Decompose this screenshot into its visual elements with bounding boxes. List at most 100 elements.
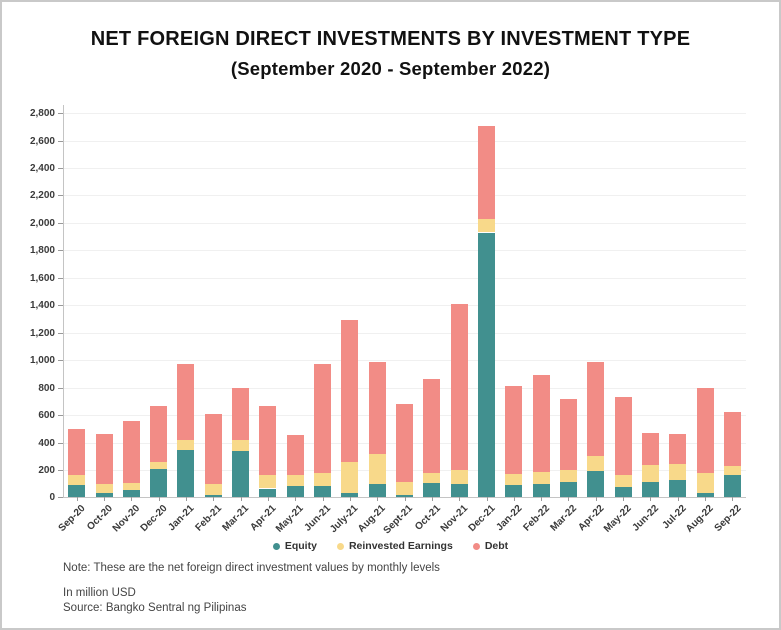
bar-segment-reinvested-earnings[interactable] — [423, 473, 441, 483]
bar-segment-equity[interactable] — [532, 483, 550, 498]
bar-segment-debt[interactable] — [423, 379, 441, 474]
bar-segment-reinvested-earnings[interactable] — [150, 461, 168, 469]
bar-segment-equity[interactable] — [614, 487, 632, 498]
legend-item-equity[interactable]: Equity — [272, 540, 317, 552]
bar-segment-reinvested-earnings[interactable] — [641, 465, 659, 483]
legend-item-debt[interactable]: Debt — [472, 540, 508, 552]
bar-segment-reinvested-earnings[interactable] — [505, 474, 523, 486]
bar-segment-debt[interactable] — [204, 414, 222, 485]
legend-label: Reinvested Earnings — [348, 540, 453, 552]
bar-segment-reinvested-earnings[interactable] — [478, 218, 495, 233]
bar-segment-reinvested-earnings[interactable] — [204, 484, 222, 496]
gridline — [63, 222, 746, 224]
bar-segment-reinvested-earnings[interactable] — [368, 454, 386, 485]
bar-segment-reinvested-earnings[interactable] — [396, 482, 413, 496]
bar-segment-equity[interactable] — [341, 493, 359, 498]
bar-segment-debt[interactable] — [396, 404, 413, 483]
x-axis-label: Feb-22 — [521, 503, 552, 534]
bar-segment-reinvested-earnings[interactable] — [669, 463, 687, 480]
x-axis-label: May-21 — [274, 503, 306, 536]
bar-segment-equity[interactable] — [696, 493, 714, 498]
gridline — [63, 140, 746, 142]
bar-segment-reinvested-earnings[interactable] — [723, 465, 741, 475]
bar-segment-reinvested-earnings[interactable] — [614, 474, 632, 488]
bar-segment-equity[interactable] — [423, 483, 441, 498]
bar-segment-reinvested-earnings[interactable] — [259, 475, 277, 489]
bar-segment-equity[interactable] — [314, 486, 331, 498]
bar-segment-reinvested-earnings[interactable] — [314, 472, 331, 487]
bar-segment-reinvested-earnings[interactable] — [95, 484, 113, 493]
x-axis-tick — [76, 497, 78, 502]
bar-segment-reinvested-earnings[interactable] — [341, 461, 359, 494]
bar-segment-equity[interactable] — [286, 486, 304, 498]
bar-segment-equity[interactable] — [232, 450, 250, 498]
bar-segment-debt[interactable] — [177, 364, 195, 440]
y-axis-tick — [58, 140, 63, 142]
gridline — [63, 113, 746, 115]
bar-segment-reinvested-earnings[interactable] — [122, 483, 140, 490]
bar-segment-debt[interactable] — [150, 406, 168, 462]
legend-item-reinvested-earnings[interactable]: Reinvested Earnings — [336, 540, 453, 552]
bar-segment-debt[interactable] — [696, 388, 714, 474]
bar-segment-equity[interactable] — [204, 495, 222, 498]
bar-segment-debt[interactable] — [587, 361, 605, 457]
bar-segment-reinvested-earnings[interactable] — [68, 475, 86, 485]
bar-segment-reinvested-earnings[interactable] — [286, 474, 304, 487]
y-axis-tick — [58, 497, 63, 499]
bar-segment-reinvested-earnings[interactable] — [232, 440, 250, 451]
y-axis-tick — [58, 113, 63, 115]
y-axis-tick-label: 2,200 — [29, 190, 55, 202]
bar-segment-debt[interactable] — [68, 428, 86, 476]
bar-segment-reinvested-earnings[interactable] — [450, 469, 468, 484]
bar-segment-debt[interactable] — [478, 126, 495, 219]
bar-segment-equity[interactable] — [559, 482, 577, 498]
bar-segment-debt[interactable] — [314, 364, 331, 473]
gridline — [63, 387, 746, 389]
bar-segment-debt[interactable] — [368, 362, 386, 455]
bar-segment-debt[interactable] — [341, 319, 359, 462]
bar-segment-equity[interactable] — [177, 450, 195, 498]
bar-segment-reinvested-earnings[interactable] — [587, 456, 605, 472]
bar-segment-equity[interactable] — [641, 482, 659, 498]
bar-segment-debt[interactable] — [259, 406, 277, 476]
x-axis-label: Aug-22 — [684, 503, 716, 536]
bar-segment-reinvested-earnings[interactable] — [696, 473, 714, 494]
bar-segment-equity[interactable] — [95, 492, 113, 498]
gridline — [63, 277, 746, 279]
bar-segment-equity[interactable] — [478, 232, 495, 498]
bar-segment-debt[interactable] — [559, 398, 577, 470]
y-axis-tick — [58, 442, 63, 444]
bar-segment-debt[interactable] — [614, 396, 632, 475]
bar-segment-equity[interactable] — [68, 485, 86, 498]
bar-segment-debt[interactable] — [669, 434, 687, 464]
bar-segment-equity[interactable] — [259, 488, 277, 498]
bar-segment-equity[interactable] — [450, 483, 468, 498]
bar-segment-debt[interactable] — [122, 420, 140, 483]
bar-segment-debt[interactable] — [450, 303, 468, 470]
bar-segment-debt[interactable] — [641, 432, 659, 466]
x-axis-tick — [431, 497, 433, 502]
bar-segment-debt[interactable] — [232, 387, 250, 441]
bar-segment-equity[interactable] — [122, 489, 140, 498]
bar-segment-debt[interactable] — [95, 433, 113, 485]
y-axis-tick — [58, 168, 63, 169]
bar-segment-equity[interactable] — [150, 468, 168, 498]
bar-segment-reinvested-earnings[interactable] — [559, 469, 577, 483]
bar-segment-debt[interactable] — [532, 375, 550, 472]
bar-segment-debt[interactable] — [505, 385, 523, 474]
y-axis-tick — [58, 222, 63, 224]
bar-segment-equity[interactable] — [587, 471, 605, 498]
bar-segment-debt[interactable] — [286, 435, 304, 475]
bar-segment-reinvested-earnings[interactable] — [532, 472, 550, 484]
y-axis-tick — [58, 277, 63, 279]
bar-segment-equity[interactable] — [396, 495, 413, 498]
y-axis-tick — [58, 387, 63, 389]
chart-title: NET FOREIGN DIRECT INVESTMENTS BY INVEST… — [90, 28, 691, 50]
bar-segment-reinvested-earnings[interactable] — [177, 439, 195, 451]
bar-segment-equity[interactable] — [669, 479, 687, 498]
bar-segment-equity[interactable] — [368, 484, 386, 498]
bar-segment-equity[interactable] — [505, 485, 523, 498]
bar-segment-equity[interactable] — [723, 474, 741, 498]
x-axis-label: Jun-21 — [302, 503, 334, 534]
bar-segment-debt[interactable] — [723, 411, 741, 466]
